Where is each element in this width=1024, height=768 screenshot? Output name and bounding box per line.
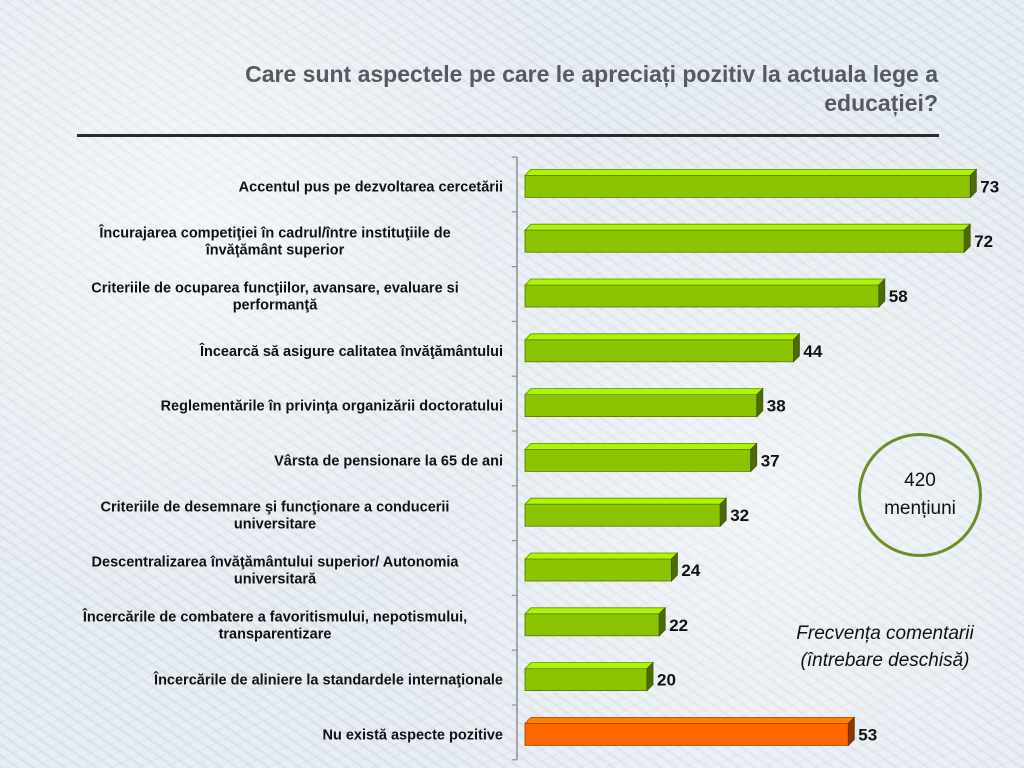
- bar-top-face: [524, 717, 856, 724]
- bar-top-face: [524, 497, 728, 505]
- value-label: 73: [980, 177, 999, 196]
- value-label: 24: [681, 561, 700, 580]
- bar: [524, 661, 654, 692]
- bar-side-face: [847, 716, 855, 747]
- bar-front-face: [524, 339, 794, 363]
- value-label: 58: [889, 287, 908, 306]
- bar-top-face: [524, 333, 801, 341]
- bar-side-face: [969, 168, 977, 199]
- bar: [524, 442, 758, 473]
- bar-side-face: [671, 552, 678, 582]
- value-label: 22: [669, 616, 688, 635]
- bar-top-face: [524, 662, 654, 669]
- chart-title: Care sunt aspectele pe care le apreciați…: [245, 61, 938, 116]
- bar: [524, 606, 667, 637]
- bar: [524, 387, 764, 418]
- footnote-line-2: (întrebare deschisă): [800, 650, 970, 671]
- category-label: Încercările de aliniere la standardele i…: [153, 671, 503, 689]
- mentions-count: 420: [904, 470, 936, 491]
- bar-side-face: [646, 661, 654, 692]
- bar-top-face: [524, 552, 679, 560]
- bar-top-face: [524, 223, 972, 231]
- value-label: 72: [974, 232, 993, 251]
- category-label: Criteriile de ocuparea funcţiilor, avans…: [91, 281, 459, 314]
- title-divider: [77, 134, 939, 137]
- bar: [524, 223, 972, 254]
- bar-front-face: [524, 394, 758, 418]
- category-label: Încearcă să asigure calitatea învăţământ…: [199, 342, 503, 360]
- mentions-label: mențiuni: [884, 498, 956, 519]
- category-label: Accentul pus pe dezvoltarea cercetării: [239, 179, 503, 195]
- bar-side-face: [719, 497, 727, 528]
- value-label: 38: [767, 397, 786, 416]
- bar-front-face: [524, 503, 721, 527]
- mentions-circle: 420 mențiuni: [858, 433, 982, 557]
- bar: [524, 552, 679, 582]
- bar: [524, 278, 886, 308]
- category-label: Descentralizarea învăţământului superior…: [92, 555, 460, 588]
- bar: [524, 497, 728, 528]
- bar: [524, 716, 856, 747]
- bar-front-face: [524, 558, 672, 582]
- bar: [524, 332, 801, 363]
- value-label: 32: [730, 506, 749, 525]
- category-label: Criteriile de desemnare şi funcţionare a…: [101, 500, 450, 533]
- bar-side-face: [963, 223, 971, 254]
- category-label: Nu există aspecte pozitive: [322, 727, 503, 743]
- bar-front-face: [524, 668, 648, 691]
- bar-top-face: [524, 278, 886, 286]
- bar-front-face: [524, 229, 965, 253]
- footnote-line-1: Frecvența comentarii: [796, 623, 974, 644]
- bar-top-face: [524, 388, 764, 396]
- bar-side-face: [658, 606, 666, 637]
- category-label: Încercările de combatere a favoritismulu…: [82, 607, 467, 642]
- bar-side-face: [756, 387, 764, 418]
- bar-top-face: [524, 168, 978, 176]
- bar-front-face: [524, 174, 971, 198]
- bar-top-face: [524, 607, 667, 615]
- bar: [524, 168, 978, 199]
- bar-top-face: [524, 442, 758, 450]
- bar-front-face: [524, 284, 880, 308]
- bar-front-face: [524, 723, 849, 746]
- bar-side-face: [793, 332, 800, 363]
- value-label: 53: [858, 725, 877, 744]
- category-label: Vârsta de pensionare la 65 de ani: [274, 453, 503, 469]
- bar-side-face: [878, 278, 886, 308]
- value-label: 20: [657, 671, 676, 690]
- category-label: Încurajarea competiţiei în cadrul/între …: [98, 224, 450, 259]
- bar-side-face: [750, 442, 758, 473]
- bar-front-face: [524, 448, 752, 472]
- category-label: Reglementările în privinţa organizării d…: [161, 399, 503, 415]
- footnote: Frecvența comentarii (întrebare deschisă…: [760, 620, 1010, 674]
- value-label: 37: [761, 451, 780, 470]
- bar-front-face: [524, 613, 660, 637]
- value-label: 44: [803, 342, 822, 361]
